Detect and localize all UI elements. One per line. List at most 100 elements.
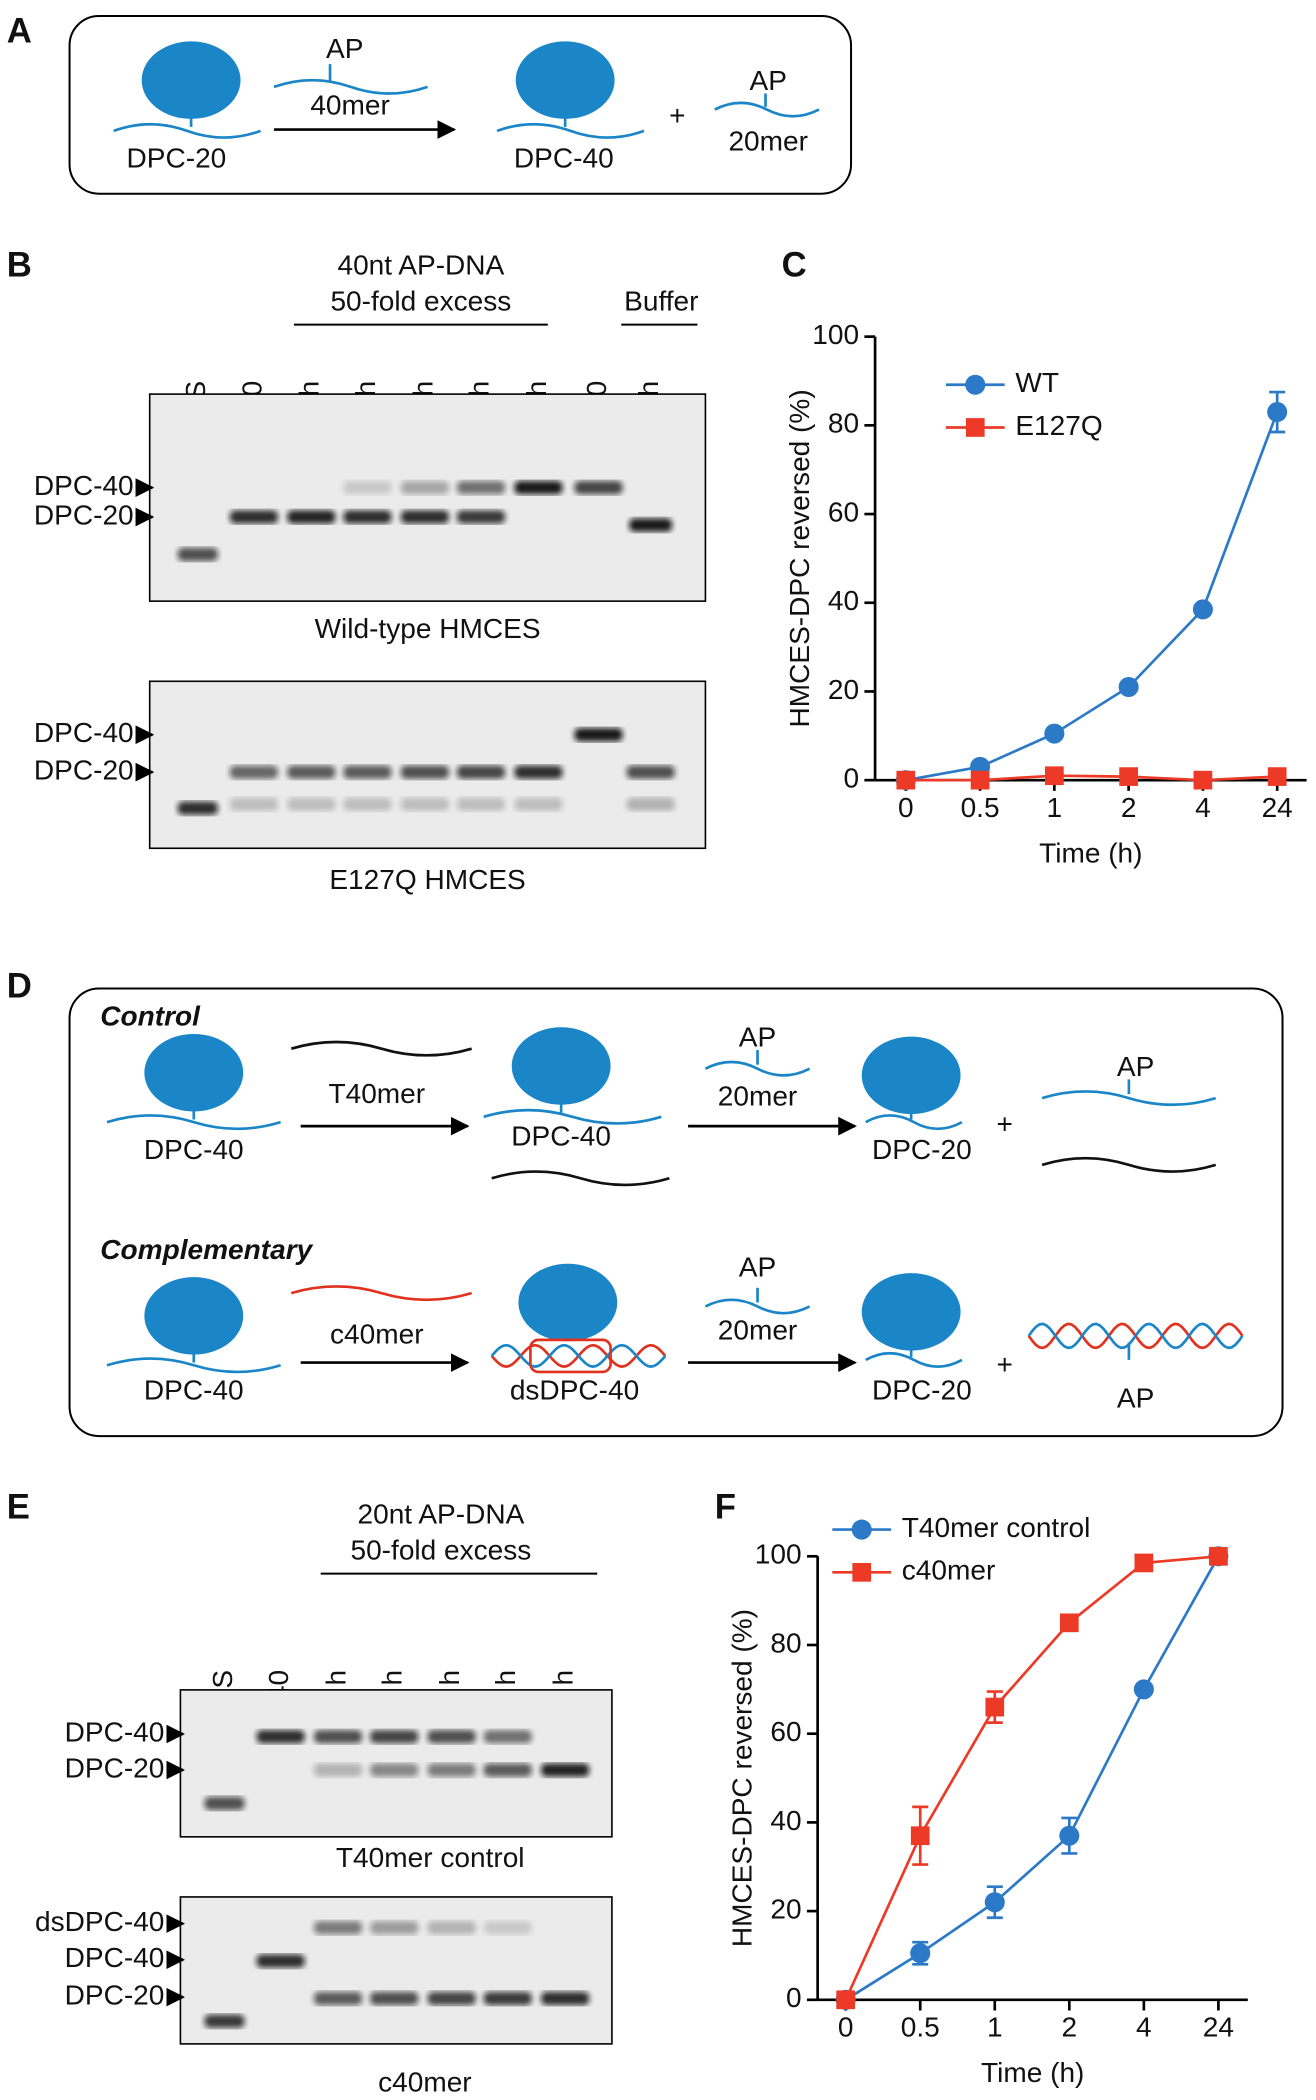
data-point	[1059, 1825, 1080, 1846]
gel-band	[229, 765, 278, 779]
gel-band	[343, 797, 392, 811]
protein	[861, 1036, 961, 1115]
gel-band	[343, 510, 392, 524]
panel-label: E	[7, 1489, 30, 1527]
data-point	[1267, 767, 1287, 786]
label: AP	[1117, 1051, 1154, 1082]
gel-band	[229, 797, 278, 811]
x-tick-label: 0.5	[961, 792, 1000, 823]
gel	[148, 680, 707, 850]
header: 40nt AP-DNA	[337, 250, 504, 281]
dna-strand	[1041, 1156, 1217, 1173]
row-title: Control	[100, 1000, 201, 1031]
legend-marker	[852, 1562, 872, 1582]
marker-label: DPC-40	[65, 1942, 165, 1973]
protein	[518, 1263, 618, 1342]
y-tick-label: 40	[770, 1805, 801, 1836]
gel	[179, 1896, 613, 2045]
y-tick-label: 60	[770, 1716, 801, 1747]
gel-band	[177, 547, 218, 562]
y-axis-label: HMCES-DPC reversed (%)	[727, 1609, 758, 1947]
x-axis-label: Time (h)	[1039, 837, 1142, 868]
y-tick-label: 0	[786, 1982, 802, 2013]
dna-strand	[106, 1357, 282, 1374]
data-point	[985, 1697, 1005, 1717]
series-line	[844, 1555, 1220, 2001]
protein	[511, 1027, 611, 1105]
gel-band	[514, 480, 563, 495]
data-point	[984, 1892, 1005, 1913]
gel-band	[483, 1920, 532, 1935]
gel-caption: c40mer	[378, 2066, 472, 2097]
gel-caption: E127Q HMCES	[329, 864, 525, 895]
label: AP	[739, 1251, 776, 1282]
data-point	[1045, 766, 1064, 786]
gel-band	[626, 797, 675, 811]
x-axis-label: Time (h)	[981, 2057, 1084, 2088]
marker-label: DPC-20	[34, 499, 134, 530]
y-tick-label: 0	[843, 763, 859, 794]
label: dsDPC-40	[510, 1374, 639, 1405]
data-point	[1209, 1546, 1228, 1566]
label: 40mer	[310, 89, 390, 120]
bubble	[529, 1338, 612, 1374]
gel-band	[483, 1763, 532, 1777]
marker-label: DPC-40	[34, 717, 134, 748]
legend-label: T40mer control	[902, 1512, 1091, 1543]
header: 20nt AP-DNA	[358, 1499, 525, 1530]
gel-band	[400, 510, 449, 524]
gel-band	[314, 1729, 363, 1744]
x-tick-label: 1	[1047, 792, 1063, 823]
gel-band	[574, 480, 623, 495]
gel-band	[427, 1920, 476, 1935]
label: DPC-20	[872, 1134, 972, 1165]
legend-marker	[965, 418, 985, 437]
label: AP	[1117, 1382, 1154, 1413]
data-point	[836, 1990, 856, 2010]
data-point	[910, 1826, 930, 1846]
data-point	[1133, 1679, 1154, 1700]
dna-strand	[865, 1114, 963, 1131]
gel-band	[427, 1763, 476, 1777]
label: DPC-40	[144, 1374, 244, 1405]
gel-band	[256, 1954, 305, 1968]
panel-label: A	[7, 13, 32, 51]
data-point	[1134, 1553, 1154, 1573]
label: DPC-40	[144, 1134, 244, 1165]
x-tick-label: 0.5	[901, 2012, 940, 2043]
label: AP	[739, 1022, 776, 1053]
dna-strand	[704, 1060, 811, 1077]
marker-label: DPC-20	[34, 755, 134, 786]
data-point	[1267, 402, 1288, 423]
series-line	[844, 1554, 1219, 2001]
gel-band	[541, 1991, 590, 2006]
x-tick-label: 4	[1136, 2012, 1152, 2043]
panel-d-box	[68, 987, 1284, 1438]
gel-band	[256, 1729, 305, 1744]
panel-label: C	[782, 246, 807, 284]
label: 20mer	[718, 1080, 797, 1111]
gel-band	[314, 1920, 363, 1935]
protein	[861, 1273, 961, 1351]
data-point	[896, 770, 916, 790]
x-tick-label: 24	[1262, 792, 1293, 823]
gel-band	[287, 765, 336, 779]
dna-strand	[704, 1298, 811, 1315]
gel-band	[514, 797, 563, 811]
label: DPC-20	[872, 1374, 972, 1405]
y-tick-label: 80	[770, 1627, 801, 1658]
gel-band	[400, 480, 449, 495]
dna-strand	[1041, 1090, 1217, 1107]
label: 20mer	[728, 125, 808, 156]
label: +	[996, 1349, 1012, 1380]
gel-band	[541, 1763, 590, 1777]
data-point	[1193, 770, 1213, 790]
dna-strand	[273, 78, 428, 95]
data-point	[1044, 723, 1065, 744]
gel-band	[343, 765, 392, 779]
gel-band	[514, 765, 563, 779]
x-tick-label: 2	[1121, 792, 1137, 823]
data-point	[910, 1943, 931, 1964]
gel-band	[427, 1991, 476, 2006]
y-tick-label: 40	[828, 585, 859, 616]
